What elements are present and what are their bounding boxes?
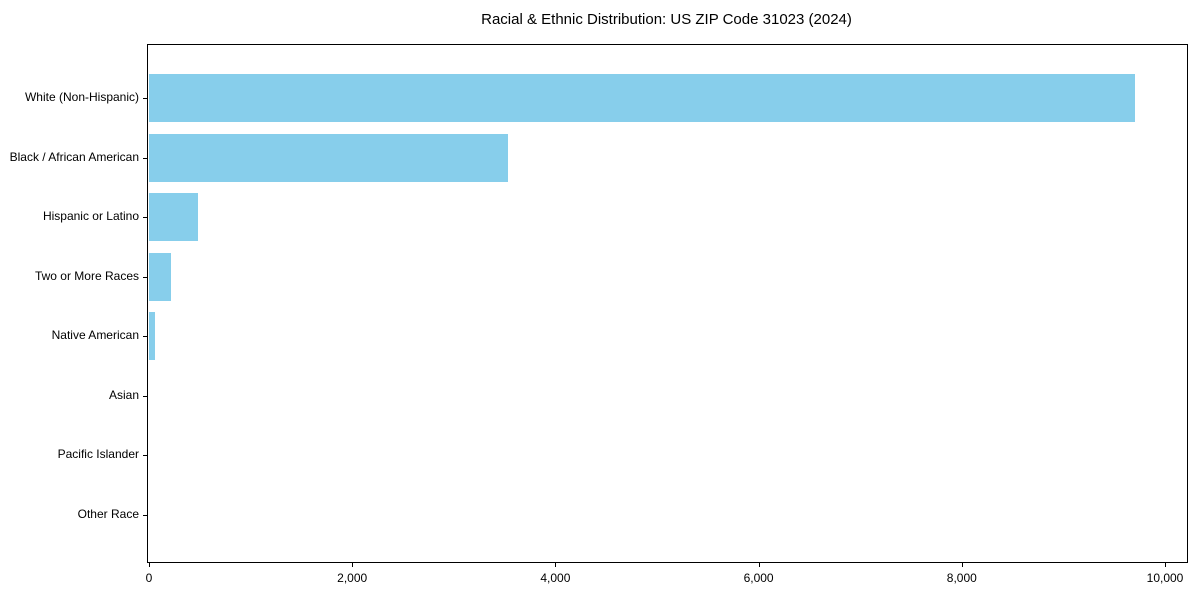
y-tick-mark [143,217,147,219]
y-tick-mark [143,395,147,397]
x-tick-label: 10,000 [1146,571,1184,585]
chart-title: Racial & Ethnic Distribution: US ZIP Cod… [481,11,852,28]
y-tick-label: Other Race [77,506,139,521]
y-tick-label: Two or More Races [34,268,139,283]
y-tick-label: Hispanic or Latino [42,209,139,224]
bar [149,252,172,301]
x-tick-mark [758,563,760,567]
x-tick-mark [149,563,150,567]
y-tick-mark [143,157,147,159]
y-tick-mark [143,98,147,99]
x-tick-mark [555,563,557,567]
y-tick-mark [143,514,147,516]
x-tick-mark [1165,563,1166,567]
x-tick-mark [961,563,963,567]
x-tick-label: 6,000 [743,571,774,585]
bar [149,133,509,182]
x-tick-label: 2,000 [337,571,368,585]
y-tick-mark [143,276,147,278]
x-tick-label: 0 [145,571,153,585]
bar [149,193,198,242]
plot-area: 0 2,000 4,000 6,000 8,000 10,000 [143,44,1188,585]
y-tick-label: Asian [108,387,139,402]
y-tick-label: Black / African American [9,149,139,164]
y-tick-mark [143,455,147,457]
y-tick-label: Native American [51,328,139,343]
y-tick-label: Pacific Islander [57,447,139,462]
y-tick-mark [143,336,147,338]
y-tick-label: White (Non-Hispanic) [24,90,139,104]
x-tick-label: 4,000 [540,571,571,585]
bar [149,74,1136,122]
x-tick-mark [352,563,354,567]
bar [149,312,155,361]
x-tick-label: 8,000 [946,571,977,585]
